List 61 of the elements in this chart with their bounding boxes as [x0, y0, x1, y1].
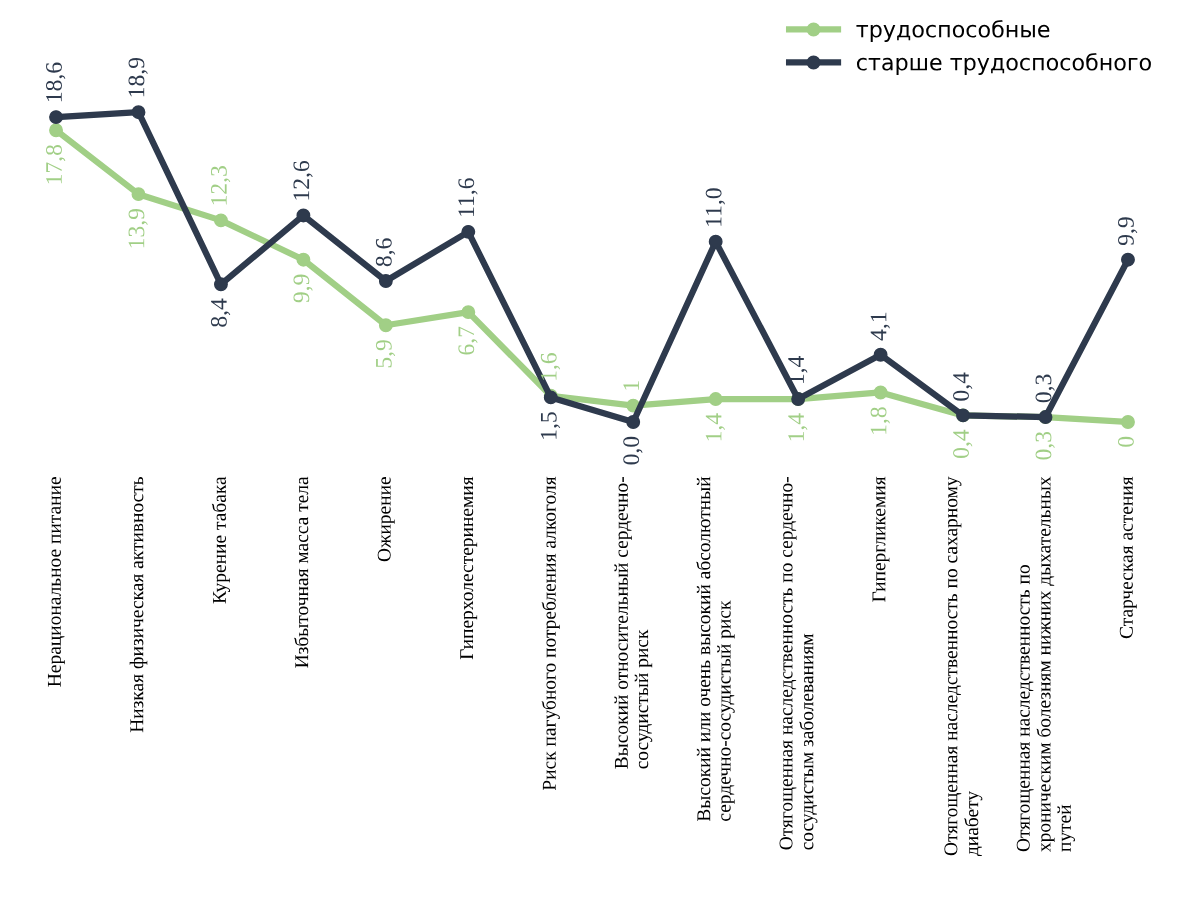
data-label: 0,3	[1035, 374, 1055, 403]
point	[873, 347, 888, 362]
legend-label: старше трудоспособного	[857, 53, 1151, 75]
x-tick-label: Отягощенная наследственность по хроническим болезням нижних дыхательных путей	[1016, 476, 1075, 852]
point	[1121, 415, 1135, 429]
data-label: 6,7	[458, 326, 478, 355]
point	[873, 385, 888, 400]
data-label: 1,8	[870, 407, 890, 434]
data-label: 12,3	[210, 166, 231, 205]
data-label: 1	[623, 381, 639, 390]
point	[49, 123, 63, 138]
data-label: 13,9	[128, 209, 148, 248]
point	[461, 224, 476, 239]
data-label: 1,6	[540, 353, 561, 380]
point	[378, 318, 393, 333]
x-tick-label: Риск пагубного потребления алкоголя	[541, 476, 560, 791]
data-label: 17,8	[46, 145, 66, 184]
data-label: 4,1	[870, 312, 890, 341]
point	[213, 277, 228, 292]
point	[131, 187, 146, 202]
data-label: 11,0	[705, 188, 725, 226]
data-label: 5,9	[375, 340, 396, 368]
point	[49, 110, 63, 125]
x-tick-label: Нерациональное питание	[47, 477, 65, 687]
data-label: 8,6	[375, 238, 396, 267]
data-label: 1,4	[788, 413, 808, 441]
x-tick-label: Старческая астения	[1119, 476, 1137, 639]
data-label: 11,6	[458, 178, 478, 216]
point	[461, 305, 476, 320]
data-label: 1,4	[705, 413, 725, 441]
data-label: 0	[1117, 436, 1134, 447]
point	[131, 105, 146, 120]
x-tick-label: Гипергликемия	[872, 476, 890, 602]
point	[378, 274, 393, 288]
point	[626, 415, 641, 429]
x-tick-label: Высокий или очень высокий абсолютный сердечно-сосудистый риск	[696, 476, 735, 822]
point	[213, 213, 228, 228]
x-tick-label: Высокий относительный сердечно- сосудистый риск	[614, 477, 653, 769]
x-tick-label: Курение табака	[211, 476, 230, 604]
point	[1121, 252, 1135, 267]
legend-label: трудоспособные	[856, 20, 1050, 42]
data-label: 0,0	[623, 436, 643, 465]
data-label: 0,4	[953, 372, 973, 401]
x-tick-label: Гиперхолестеринемия	[460, 476, 478, 660]
data-label: 0,3	[1035, 431, 1055, 460]
data-label: 12,6	[293, 160, 313, 200]
data-label: 9,9	[1118, 217, 1138, 246]
data-label: 18,6	[46, 62, 66, 102]
point	[708, 392, 723, 406]
point	[296, 252, 311, 267]
data-label: 18,9	[128, 57, 148, 97]
x-tick-label: Отягощенная наследственность по сахарному диабету	[944, 476, 983, 857]
data-label: 9,9	[293, 274, 313, 303]
point	[296, 208, 311, 223]
x-tick-label: Избыточная масса тела	[294, 476, 309, 668]
x-tick-label: Ожирение	[377, 477, 395, 562]
x-tick-label: Низкая физическая активность	[129, 476, 148, 733]
x-tick-label: Отягощенная наследственность по сердечно- сосудистым заболеваниям	[779, 477, 818, 850]
data-label: 0,4	[953, 429, 973, 458]
data-label: 1,5	[540, 412, 561, 439]
data-label: 8,4	[210, 298, 231, 327]
